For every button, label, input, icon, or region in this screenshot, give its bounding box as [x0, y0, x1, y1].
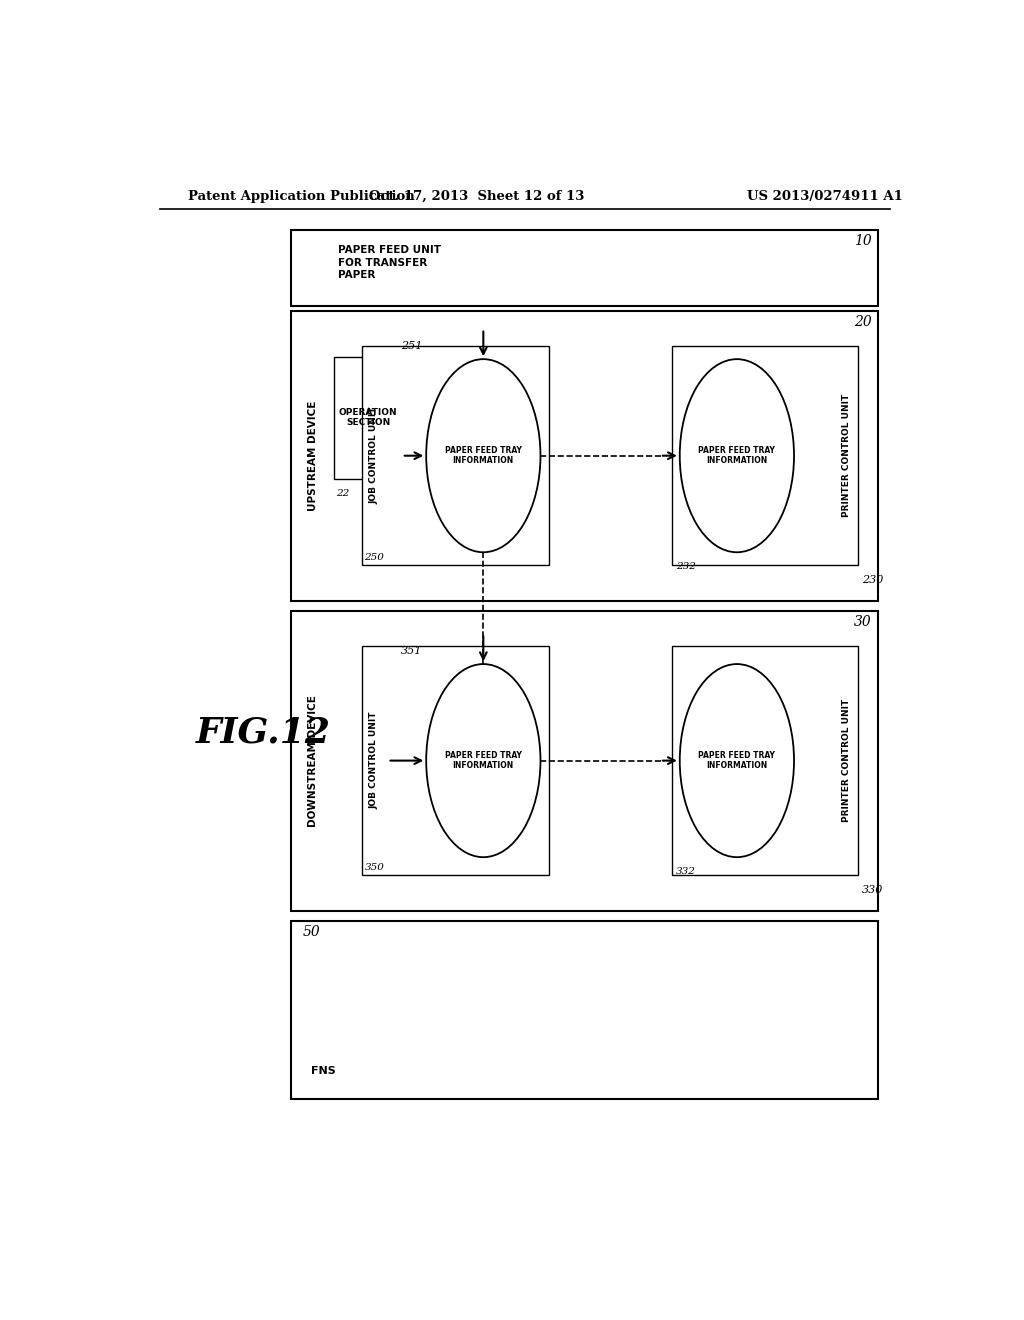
Text: Oct. 17, 2013  Sheet 12 of 13: Oct. 17, 2013 Sheet 12 of 13	[370, 190, 585, 202]
FancyBboxPatch shape	[362, 346, 549, 565]
Text: PAPER FEED TRAY
INFORMATION: PAPER FEED TRAY INFORMATION	[444, 446, 522, 465]
FancyBboxPatch shape	[672, 346, 858, 565]
Ellipse shape	[680, 359, 794, 552]
Text: 232: 232	[676, 562, 695, 572]
Text: UPSTREAM DEVICE: UPSTREAM DEVICE	[308, 400, 317, 511]
Ellipse shape	[680, 664, 794, 857]
Text: FNS: FNS	[310, 1067, 335, 1076]
Text: OPERATION
SECTION: OPERATION SECTION	[339, 408, 397, 428]
FancyBboxPatch shape	[291, 921, 878, 1098]
Text: 50: 50	[303, 925, 321, 939]
Text: 251: 251	[400, 341, 422, 351]
FancyBboxPatch shape	[291, 611, 878, 911]
Text: Patent Application Publication: Patent Application Publication	[187, 190, 415, 202]
Text: DOWNSTREAM DEVICE: DOWNSTREAM DEVICE	[308, 694, 317, 826]
Ellipse shape	[426, 359, 541, 552]
Text: PRINTER CONTROL UNIT: PRINTER CONTROL UNIT	[842, 395, 851, 517]
Text: 30: 30	[854, 615, 871, 628]
Text: 22: 22	[336, 488, 349, 498]
Text: 10: 10	[854, 234, 871, 248]
FancyBboxPatch shape	[362, 647, 549, 875]
Text: PAPER FEED TRAY
INFORMATION: PAPER FEED TRAY INFORMATION	[444, 751, 522, 770]
Text: PAPER FEED TRAY
INFORMATION: PAPER FEED TRAY INFORMATION	[698, 751, 775, 770]
Text: 230: 230	[862, 576, 884, 585]
FancyBboxPatch shape	[334, 356, 401, 479]
Text: PRINTER CONTROL UNIT: PRINTER CONTROL UNIT	[842, 700, 851, 822]
Text: PAPER FEED UNIT
FOR TRANSFER
PAPER: PAPER FEED UNIT FOR TRANSFER PAPER	[338, 246, 441, 280]
FancyBboxPatch shape	[291, 312, 878, 601]
FancyBboxPatch shape	[291, 230, 878, 306]
Text: 250: 250	[365, 553, 384, 562]
Text: PAPER FEED TRAY
INFORMATION: PAPER FEED TRAY INFORMATION	[698, 446, 775, 465]
Text: JOB CONTROL UNIT: JOB CONTROL UNIT	[370, 407, 379, 504]
Ellipse shape	[426, 664, 541, 857]
Text: 330: 330	[862, 886, 884, 895]
FancyBboxPatch shape	[672, 647, 858, 875]
Text: US 2013/0274911 A1: US 2013/0274911 A1	[748, 190, 903, 202]
Text: 351: 351	[400, 645, 422, 656]
Text: 20: 20	[854, 315, 871, 329]
Text: FIG.12: FIG.12	[196, 715, 331, 750]
Text: JOB CONTROL UNIT: JOB CONTROL UNIT	[370, 711, 379, 809]
Text: 332: 332	[676, 867, 695, 876]
Text: 350: 350	[365, 863, 384, 873]
